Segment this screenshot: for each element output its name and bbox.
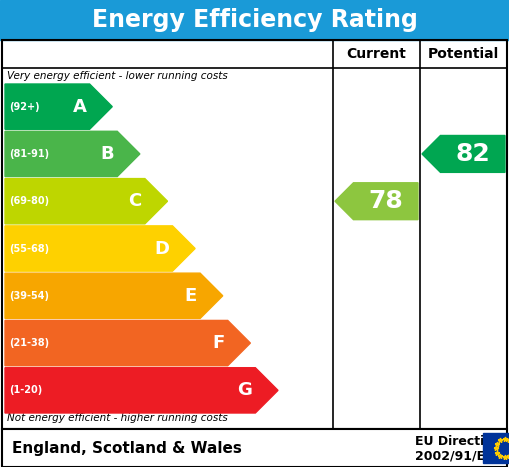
Text: (1-20): (1-20) — [9, 385, 42, 396]
Text: E: E — [185, 287, 197, 305]
Polygon shape — [5, 178, 167, 224]
Text: (21-38): (21-38) — [9, 338, 49, 348]
Polygon shape — [5, 84, 112, 129]
Text: 82: 82 — [456, 142, 490, 166]
Polygon shape — [5, 131, 140, 177]
Text: G: G — [238, 382, 252, 399]
Bar — [483, 433, 509, 463]
Polygon shape — [5, 226, 195, 271]
Polygon shape — [5, 368, 278, 413]
Text: F: F — [212, 334, 225, 352]
Bar — [0, 0, 509, 40]
Text: (81-91): (81-91) — [9, 149, 49, 159]
Text: Energy Efficiency Rating: Energy Efficiency Rating — [92, 8, 417, 32]
Text: (39-54): (39-54) — [9, 291, 49, 301]
Text: (92+): (92+) — [9, 102, 40, 112]
Text: C: C — [129, 192, 142, 210]
Text: Not energy efficient - higher running costs: Not energy efficient - higher running co… — [7, 413, 228, 423]
Text: 2002/91/EC: 2002/91/EC — [415, 450, 494, 463]
Text: Very energy efficient - lower running costs: Very energy efficient - lower running co… — [7, 71, 228, 81]
Text: Potential: Potential — [428, 47, 499, 61]
Text: EU Directive: EU Directive — [415, 435, 501, 448]
Text: A: A — [73, 98, 87, 116]
Polygon shape — [5, 273, 223, 318]
Bar — [2, 429, 507, 467]
Polygon shape — [5, 320, 250, 366]
Polygon shape — [335, 183, 418, 219]
Text: 78: 78 — [369, 189, 403, 213]
Text: D: D — [155, 240, 169, 257]
Polygon shape — [422, 135, 505, 172]
Text: (55-68): (55-68) — [9, 243, 49, 254]
Text: England, Scotland & Wales: England, Scotland & Wales — [12, 440, 242, 455]
Bar — [2, 40, 507, 429]
Text: B: B — [101, 145, 114, 163]
Text: Current: Current — [347, 47, 407, 61]
Text: (69-80): (69-80) — [9, 196, 49, 206]
